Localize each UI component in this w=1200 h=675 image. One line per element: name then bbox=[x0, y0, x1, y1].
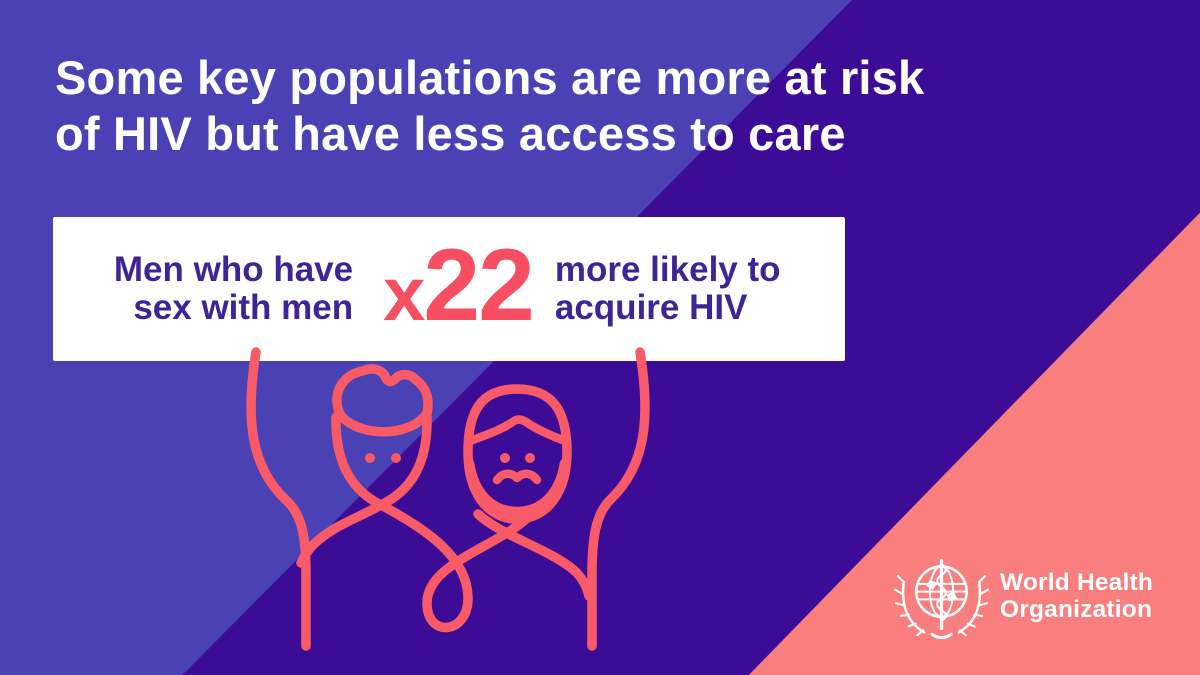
who-wordmark: World Health Organization bbox=[1000, 569, 1153, 623]
stat-multiplier: x 22 bbox=[383, 227, 535, 344]
headline-line1: Some key populations are more at risk bbox=[55, 51, 925, 104]
stat-population-label: Men who have sex with men bbox=[91, 251, 353, 327]
stat-outcome-line2: acquire HIV bbox=[554, 288, 748, 327]
who-logo: World Health Organization bbox=[893, 549, 1153, 642]
stat-outcome-label: more likely to acquire HIV bbox=[555, 251, 807, 327]
stat-population-line2: sex with men bbox=[133, 288, 354, 327]
stat-multiplier-x: x bbox=[383, 251, 425, 337]
headline-line2: of HIV but have less access to care bbox=[55, 107, 846, 160]
who-wordmark-line2: Organization bbox=[1000, 595, 1153, 623]
headline: Some key populations are more at risk of… bbox=[55, 50, 1155, 162]
who-wordmark-line1: World Health bbox=[1000, 568, 1154, 596]
who-emblem-icon bbox=[893, 558, 990, 640]
stat-card: Men who have sex with men x 22 more likel… bbox=[53, 217, 845, 361]
stat-multiplier-value: 22 bbox=[423, 227, 534, 342]
stat-population-line1: Men who have bbox=[113, 250, 354, 289]
stat-outcome-line1: more likely to bbox=[554, 250, 781, 289]
